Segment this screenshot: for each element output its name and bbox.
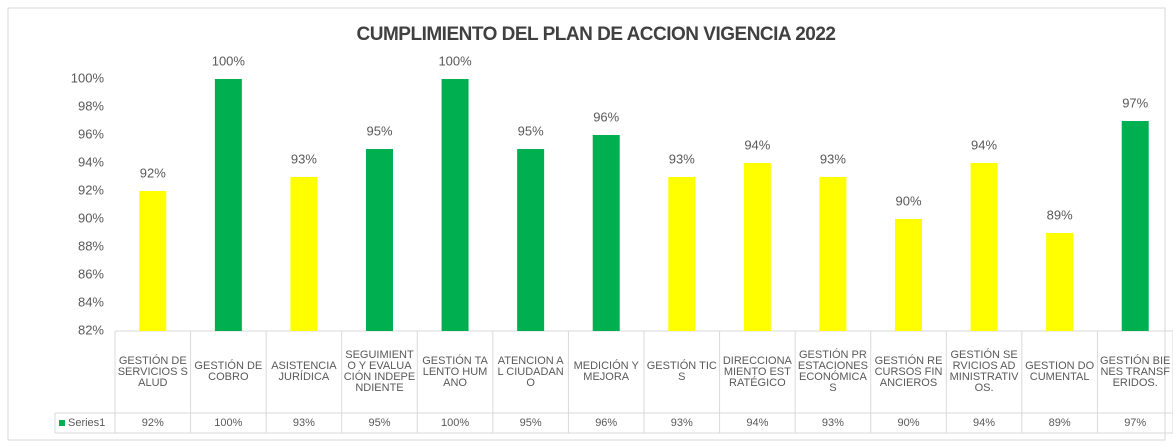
table-value: 93% [671, 417, 693, 429]
y-tick-label: 82% [78, 322, 104, 337]
table-value: 93% [822, 417, 844, 429]
x-tick-label: GESTIÓN DE COBRO [194, 360, 263, 383]
y-tick-label: 100% [71, 70, 105, 85]
x-tick-label: GESTIÓN TALENTO HUMANO [422, 354, 488, 389]
x-tick-label: GESTIÓN RECURSOS FINANCIEROS [874, 354, 943, 389]
x-tick-label-box: GESTIÓN TICS [646, 360, 717, 383]
data-label: 95% [518, 123, 544, 138]
bar [366, 149, 393, 331]
y-tick-label: 96% [78, 126, 104, 141]
table-value: 92% [142, 417, 164, 429]
data-label: 93% [291, 151, 317, 166]
x-tick-label-box: GESTIÓN BIENES TRANSFERIDOS. [1100, 354, 1171, 389]
data-label: 97% [1122, 95, 1148, 110]
legend-label: Series1 [68, 417, 105, 429]
table-value: 95% [520, 417, 542, 429]
legend-swatch [59, 420, 65, 426]
bar [441, 79, 469, 331]
bar [895, 219, 922, 331]
table-value: 93% [293, 417, 315, 429]
bar [214, 79, 242, 331]
x-tick-label-box: GESTIÓN DE SERVICIOS SALUD [117, 354, 188, 389]
x-tick-label-box: ASISTENCIA JURÍDICA [271, 360, 337, 383]
bar [743, 163, 771, 331]
data-label: 95% [366, 123, 392, 138]
table-value: 100% [441, 417, 469, 429]
bar [668, 177, 696, 331]
data-label: 92% [140, 165, 166, 180]
x-tick-label: DIRECCIONAMIENTO ESTRATÉGICO [722, 354, 792, 389]
x-tick-label: GESTIÓN PRESTACIONES ECONÓMICAS [797, 349, 868, 394]
y-tick-label: 92% [78, 182, 104, 197]
x-tick-label-box: DIRECCIONAMIENTO ESTRATÉGICO [722, 354, 792, 389]
bar [290, 177, 318, 331]
bar [819, 177, 847, 331]
y-tick-label: 98% [78, 98, 104, 113]
y-tick-label: 88% [78, 238, 104, 253]
x-tick-label: ATENCION AL CIUDADANO [497, 354, 564, 389]
table-value: 97% [1124, 417, 1146, 429]
bar [1046, 233, 1074, 331]
x-tick-label: MEDICIÓN Y MEJORA [573, 360, 639, 383]
bar [592, 135, 620, 331]
x-tick-label-box: GESTIÓN DE COBRO [194, 360, 263, 383]
x-tick-label: GESTIÓN SERVICIOS ADMINISTRATIVOS. [949, 349, 1019, 394]
data-label: 94% [744, 137, 770, 152]
data-label: 90% [895, 193, 921, 208]
x-tick-label: ASISTENCIA JURÍDICA [271, 360, 337, 383]
data-label: 89% [1047, 207, 1073, 222]
y-tick-label: 86% [78, 266, 104, 281]
x-tick-label-box: ATENCION AL CIUDADANO [497, 354, 564, 389]
table-value: 95% [368, 417, 390, 429]
y-tick-label: 84% [78, 294, 104, 309]
table-value: 94% [746, 417, 768, 429]
data-label: 94% [971, 137, 997, 152]
x-tick-label: GESTION DOCUMENTAL [1025, 360, 1095, 383]
y-tick-label: 90% [78, 210, 104, 225]
bar [139, 191, 167, 331]
x-tick-label-box: GESTIÓN TALENTO HUMANO [422, 354, 488, 389]
bar [517, 149, 545, 331]
data-label: 100% [438, 53, 472, 68]
x-tick-label: GESTIÓN TICS [646, 360, 717, 383]
table-value: 100% [214, 417, 242, 429]
bar [1121, 121, 1149, 331]
data-label: 93% [820, 151, 846, 166]
x-tick-label: GESTIÓN DE SERVICIOS SALUD [117, 354, 188, 389]
x-tick-label-box: GESTION DOCUMENTAL [1025, 360, 1095, 383]
x-tick-label: GESTIÓN BIENES TRANSFERIDOS. [1100, 354, 1171, 389]
bar [970, 163, 998, 331]
x-tick-label-box: MEDICIÓN Y MEJORA [573, 360, 639, 383]
table-value: 89% [1049, 417, 1071, 429]
table-value: 90% [897, 417, 919, 429]
data-label: 93% [669, 151, 695, 166]
chart-title: CUMPLIMIENTO DEL PLAN DE ACCION VIGENCIA… [357, 24, 836, 45]
data-label: 100% [212, 53, 246, 68]
x-tick-label-box: GESTIÓN PRESTACIONES ECONÓMICAS [797, 349, 868, 394]
x-tick-label: SEGUIMIENTO Y EVALUACIÓN INDEPENDIENTE [343, 349, 416, 394]
y-tick-label: 94% [78, 154, 104, 169]
table-value: 96% [595, 417, 617, 429]
x-tick-label-box: SEGUIMIENTO Y EVALUACIÓN INDEPENDIENTE [343, 349, 416, 394]
data-label: 96% [593, 109, 619, 124]
x-tick-label-box: GESTIÓN RECURSOS FINANCIEROS [874, 354, 943, 389]
table-value: 94% [973, 417, 995, 429]
x-tick-label-box: GESTIÓN SERVICIOS ADMINISTRATIVOS. [949, 349, 1019, 394]
